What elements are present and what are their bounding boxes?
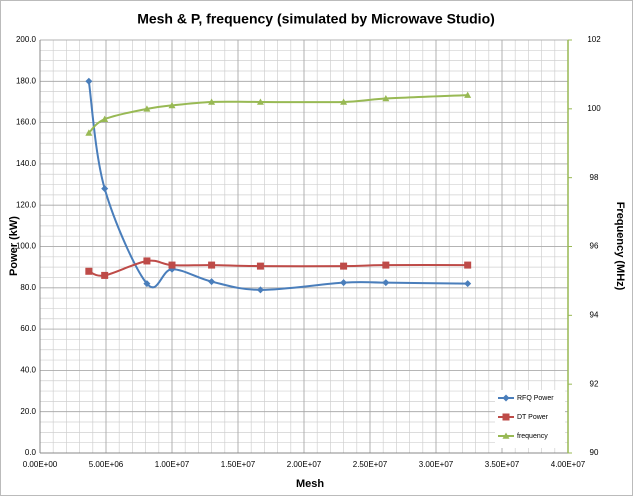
y-tick-label: 100.0 xyxy=(16,242,37,251)
marker xyxy=(143,257,151,265)
x-tick-label: 1.50E+07 xyxy=(221,460,256,469)
marker xyxy=(101,185,109,193)
y2-tick-label: 90 xyxy=(590,448,599,457)
y-tick-label: 200.0 xyxy=(16,35,37,44)
marker xyxy=(502,394,510,402)
y-tick-label: 80.0 xyxy=(20,283,36,292)
y-tick-label: 180.0 xyxy=(16,76,37,85)
y-tick-label: 0.0 xyxy=(25,448,37,457)
marker xyxy=(208,278,216,286)
legend-label: RFQ Power xyxy=(517,395,554,402)
x-tick-label: 2.00E+07 xyxy=(287,460,322,469)
marker xyxy=(256,286,264,294)
y2-tick-label: 102 xyxy=(587,35,601,44)
x-tick-label: 2.50E+07 xyxy=(353,460,388,469)
x-tick-label: 0.00E+00 xyxy=(23,460,58,469)
marker xyxy=(101,271,109,279)
marker xyxy=(208,261,216,269)
marker xyxy=(464,91,472,98)
marker xyxy=(208,98,216,105)
legend-label: frequency xyxy=(517,433,548,440)
marker xyxy=(101,115,109,122)
y-tick-label: 120.0 xyxy=(16,200,37,209)
y2-tick-label: 94 xyxy=(590,310,599,319)
series-line xyxy=(88,259,468,277)
marker xyxy=(502,413,510,421)
marker xyxy=(340,262,348,270)
marker xyxy=(256,98,264,105)
marker xyxy=(340,279,348,287)
marker xyxy=(256,262,264,270)
legend: RFQ Power DT Power frequency xyxy=(495,390,565,448)
marker xyxy=(464,261,472,269)
marker xyxy=(340,98,348,105)
y2-tick-label: 98 xyxy=(590,173,599,182)
y2-tick-label: 96 xyxy=(590,242,599,251)
marker xyxy=(168,261,176,269)
y-tick-label: 140.0 xyxy=(16,159,37,168)
series-line xyxy=(88,94,468,134)
marker xyxy=(85,267,93,275)
marker xyxy=(143,105,151,112)
marker xyxy=(85,129,93,136)
chart-title: Mesh & P, frequency (simulated by Microw… xyxy=(137,11,495,27)
legend-label: DT Power xyxy=(517,414,549,421)
marker xyxy=(382,95,390,102)
marker xyxy=(143,280,151,288)
x-axis-title: Mesh xyxy=(296,478,324,490)
marker xyxy=(168,101,176,109)
y-tick-label: 20.0 xyxy=(20,407,36,416)
y-axis-title: Power (kW) xyxy=(8,216,20,276)
x-tick-label: 1.00E+07 xyxy=(155,460,190,469)
marker xyxy=(382,279,390,287)
marker xyxy=(502,432,510,439)
y2-tick-label: 92 xyxy=(590,379,599,388)
marker xyxy=(464,280,472,288)
x-tick-label: 3.00E+07 xyxy=(419,460,454,469)
x-tick-label: 5.00E+06 xyxy=(89,460,124,469)
marker xyxy=(382,261,390,269)
y2-axis-title: Frequency (MHz) xyxy=(614,202,626,291)
y2-tick-label: 100 xyxy=(587,104,601,113)
x-tick-label: 3.50E+07 xyxy=(485,460,520,469)
x-tick-label: 4.00E+07 xyxy=(551,460,586,469)
y-tick-label: 160.0 xyxy=(16,118,37,127)
marker xyxy=(85,77,93,85)
y-tick-label: 40.0 xyxy=(20,366,36,375)
y-tick-label: 60.0 xyxy=(20,324,36,333)
